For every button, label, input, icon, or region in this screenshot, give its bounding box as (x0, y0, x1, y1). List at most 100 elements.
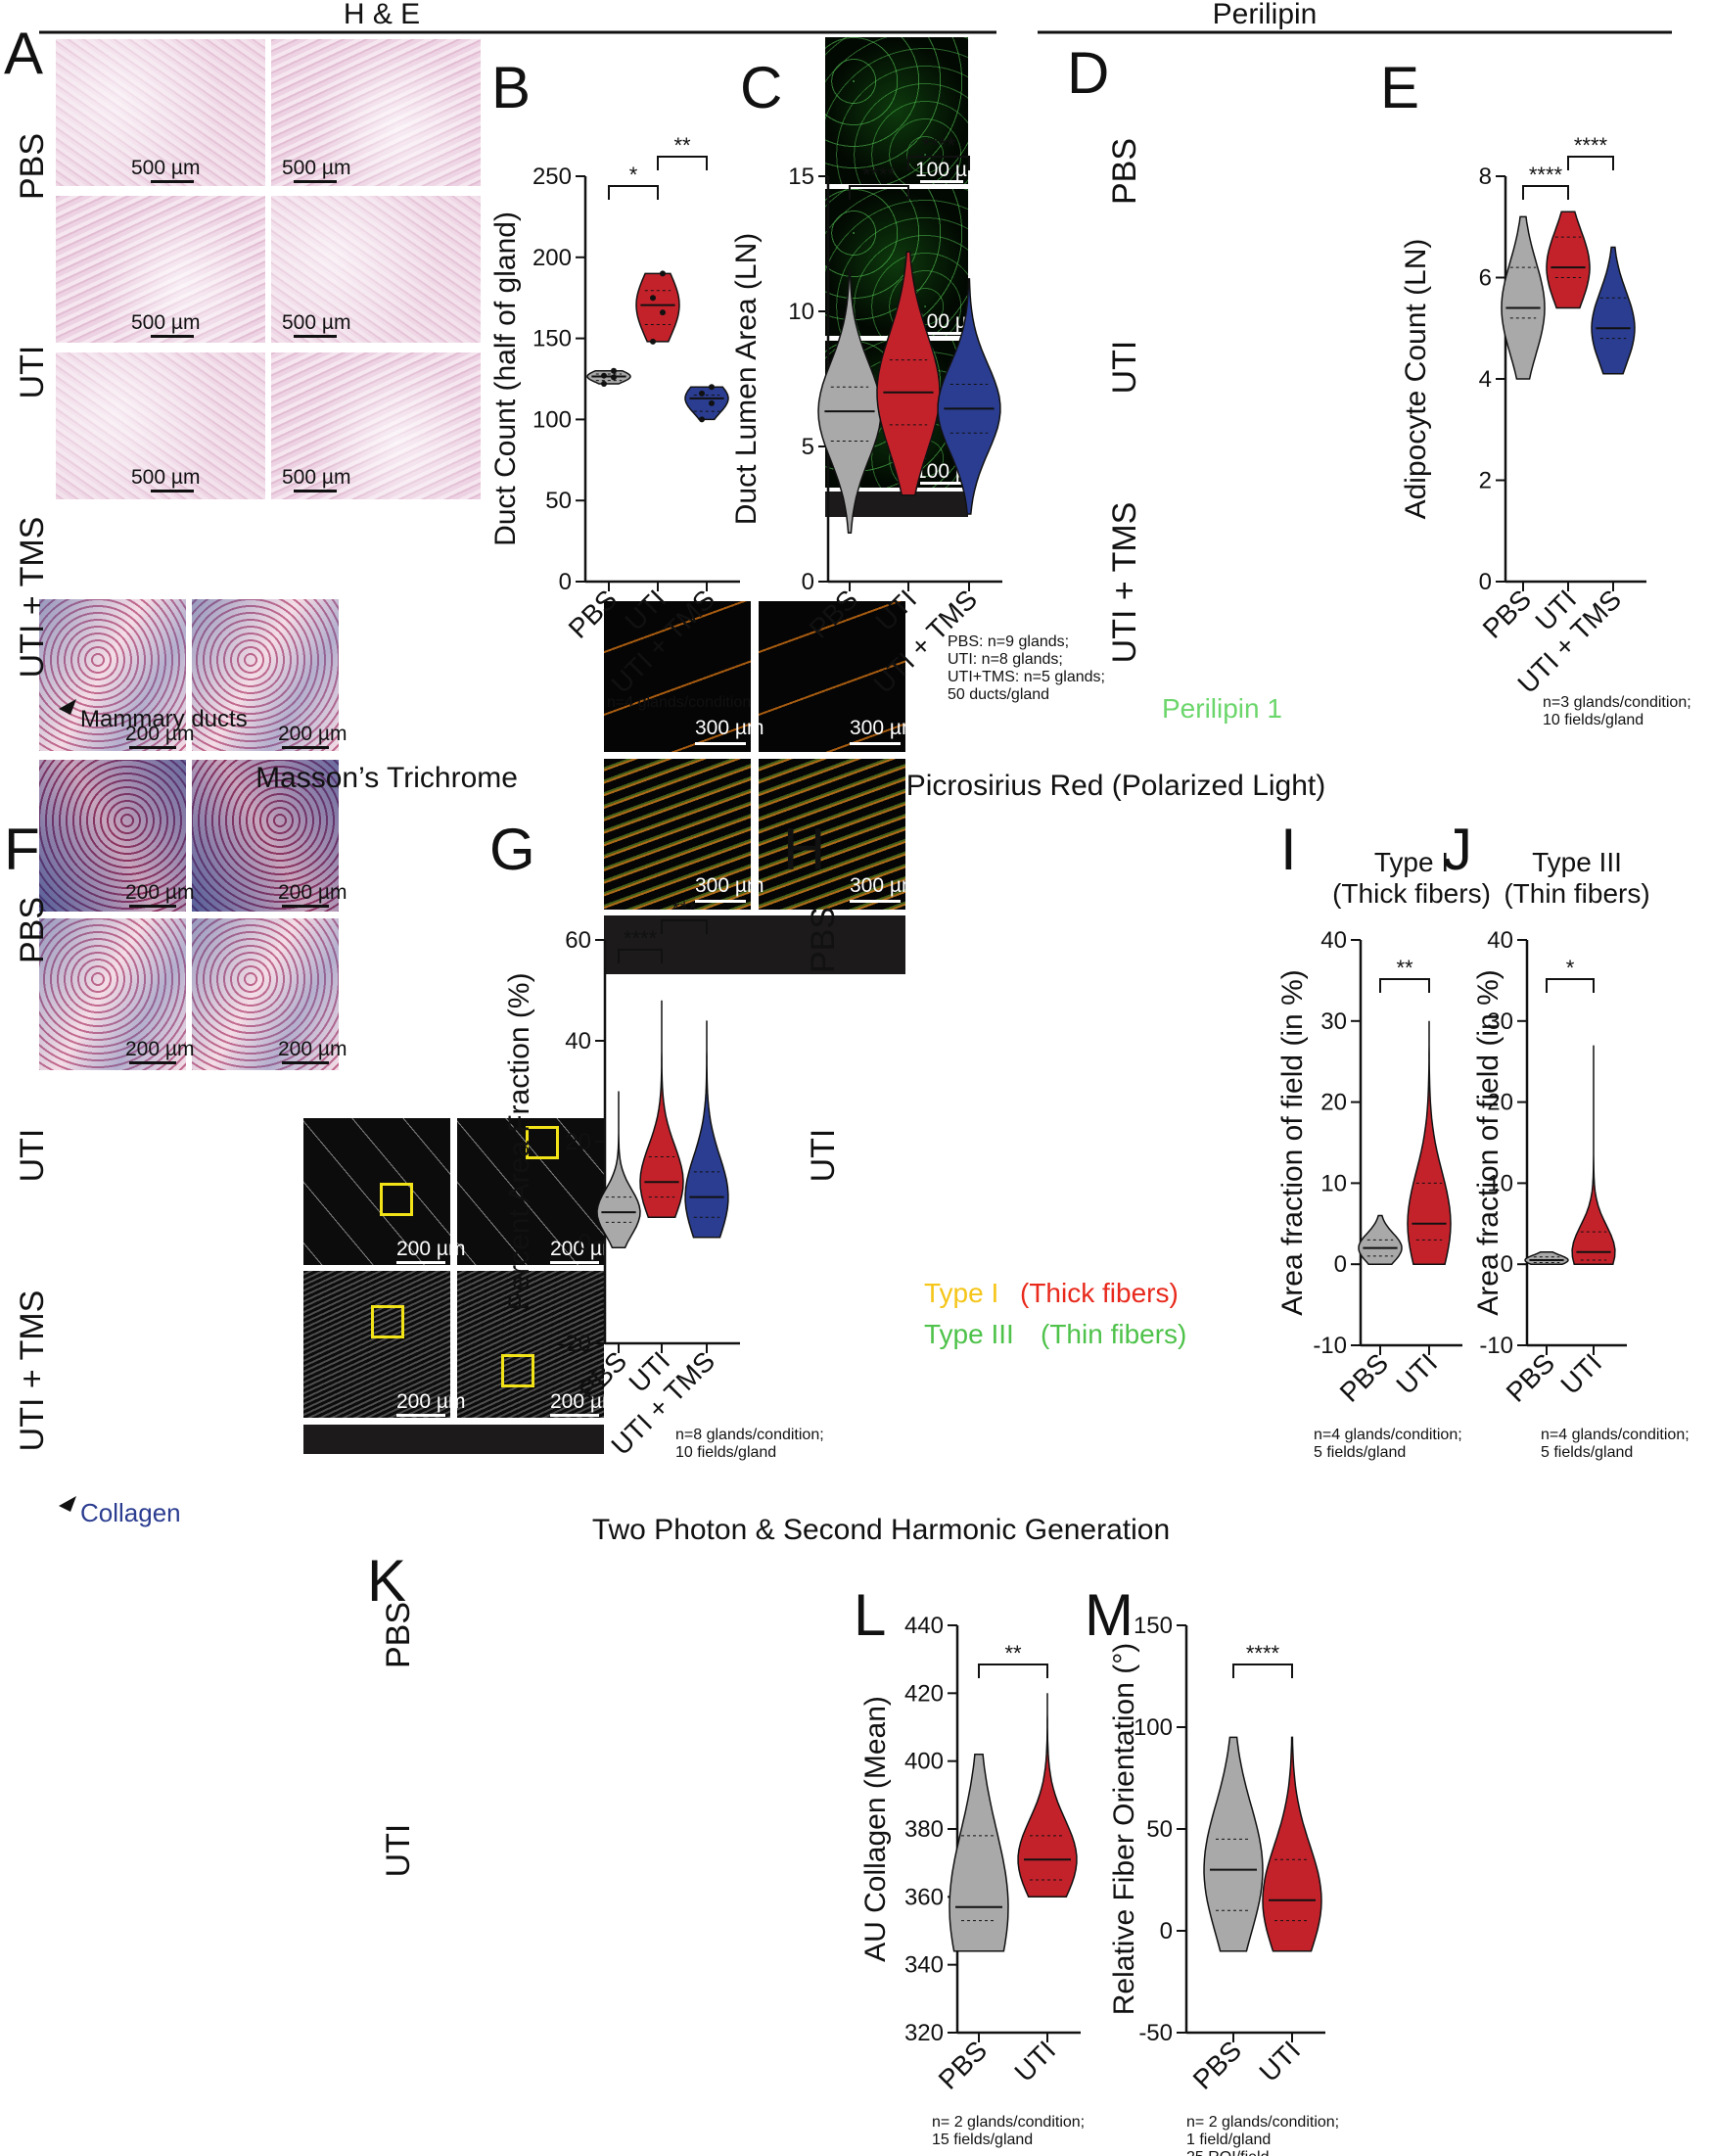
chart-title: (Thick fibers) (1332, 878, 1491, 909)
y-axis-label: Duct Count (half of gland) (489, 211, 522, 546)
chart-m: -50 0 50 100 150 Relative Fiber Orientation (… (1108, 1613, 1339, 2156)
panel-letter-e: E (1380, 55, 1419, 120)
violin-uti (1017, 1693, 1078, 1898)
he-tms-2 (271, 352, 481, 499)
row-label-uti: UTI (805, 1129, 842, 1183)
significance-label: **** (1574, 133, 1608, 158)
y-tick-label: 340 (904, 1952, 944, 1979)
section-title-masson: Masson’s Trichrome (255, 762, 518, 794)
y-axis-label: Duct Lumen Area (LN) (730, 233, 763, 525)
twophoton-legend-bar (303, 1425, 604, 1454)
scale-bar-label: 500 µm (282, 466, 351, 489)
scale-bar (850, 742, 901, 745)
sample-size-note: n= 2 glands/condition; (1186, 2114, 1339, 2131)
row-label-pbs: PBS (14, 897, 51, 963)
significance-bracket (1567, 156, 1614, 170)
row-label-uti-tms: UTI + TMS (1106, 502, 1143, 664)
x-tick-label: PBS (1187, 2035, 1248, 2095)
sample-size-note: n=8 glands/condition; (675, 1427, 824, 1443)
y-tick-label: 30 (1487, 1008, 1513, 1035)
data-point (699, 416, 705, 423)
y-tick-label: 0 (1501, 1251, 1513, 1278)
y-tick-label: 440 (904, 1613, 944, 1639)
scale-bar-label: 200 µm (278, 1038, 347, 1060)
roi-box (526, 1126, 559, 1159)
y-tick-label: 40 (565, 1028, 591, 1055)
y-tick-label: 400 (904, 1749, 944, 1775)
scale-bar (282, 746, 329, 749)
violin-uti-tms (1591, 246, 1636, 375)
masson-uti-1 (39, 760, 186, 912)
y-tick-label: 20 (565, 1129, 591, 1155)
data-point (650, 295, 656, 302)
y-axis-label: Area fraction of field (in %) (1472, 969, 1505, 1315)
scale-bar (695, 742, 746, 745)
section-title-perilipin: Perilipin (1213, 0, 1318, 30)
sample-size-note: 5 fields/gland (1541, 1444, 1633, 1461)
sample-size-note: n=4 glands/condition; (1541, 1427, 1690, 1443)
arrow-icon (59, 1496, 76, 1512)
panel-letter-l: L (854, 1582, 886, 1648)
violin-uti (635, 272, 680, 343)
scale-bar-label: 200 µm (125, 881, 195, 904)
chart-b: 0 50 100 150 200 250 Duct Count (half of gland… (489, 133, 751, 711)
scale-bar-label: 200 µm (550, 1390, 620, 1413)
violin-uti (1546, 211, 1591, 309)
legend-mammary-ducts: Mammary ducts (80, 706, 248, 732)
section-title-twophoton: Two Photon & Second Harmonic Generation (592, 1514, 1170, 1546)
arrow-icon (59, 699, 76, 715)
scale-bar (282, 905, 329, 908)
y-tick-label: 5 (802, 434, 814, 460)
data-point (650, 338, 656, 345)
section-title-picrosirius: Picrosirius Red (Polarized Light) (906, 770, 1326, 802)
row-label-pbs: PBS (1106, 138, 1143, 205)
masson-tms-2 (192, 918, 339, 1070)
y-tick-label: 380 (904, 1816, 944, 1843)
he-uti-1 (56, 196, 265, 343)
masson-uti-2 (192, 760, 339, 912)
y-tick-label: 150 (1134, 1613, 1173, 1639)
picrosirius-pbs-1 (604, 601, 751, 752)
y-tick-label: 6 (1479, 265, 1492, 292)
sample-size-note: 5 fields/gland (1314, 1444, 1406, 1461)
scale-bar-label: 200 µm (396, 1238, 466, 1260)
y-tick-label: 30 (1320, 1008, 1347, 1035)
x-tick-label: UTI (1253, 2035, 1306, 2087)
violin-uti (1407, 1020, 1452, 1265)
row-label-uti: UTI (14, 1129, 51, 1183)
y-tick-label: 10 (788, 299, 814, 325)
data-point (660, 309, 666, 316)
violin-uti (876, 251, 941, 496)
panel-letter-k: K (367, 1548, 406, 1614)
data-point (709, 399, 715, 406)
significance-label: ** (673, 133, 691, 158)
scale-bar (129, 1061, 176, 1064)
y-tick-label: -10 (1479, 1333, 1513, 1359)
y-axis-label: Percent Area Fraction (%) (503, 972, 535, 1310)
significance-bracket (907, 156, 970, 170)
violin-pbs (596, 1091, 641, 1248)
data-point (611, 367, 617, 374)
y-tick-label: 8 (1479, 164, 1492, 190)
sample-size-note: 1 field/gland (1186, 2132, 1271, 2148)
y-tick-label: 320 (904, 2020, 944, 2046)
scale-bar-label: 500 µm (282, 157, 351, 179)
violin-uti (1262, 1736, 1322, 1952)
scale-bar-label: 300 µm (695, 717, 764, 739)
scale-bar (151, 335, 194, 338)
row-label-uti-tms: UTI + TMS (14, 1290, 51, 1452)
y-tick-label: 0 (1334, 1251, 1347, 1278)
scale-bar (550, 1414, 599, 1417)
scale-bar-label: 200 µm (125, 723, 195, 745)
sample-size-note: n=4 glands/condition; (1314, 1427, 1462, 1443)
he-tms-1 (56, 352, 265, 499)
twophoton-pbs-1 (303, 1118, 450, 1265)
scale-bar (550, 1261, 599, 1264)
y-tick-label: 0 (1479, 569, 1492, 595)
x-tick-label: UTI (1390, 1347, 1443, 1400)
chart-i: -10 0 10 20 30 40 Area fraction of field (in %… (1276, 847, 1491, 1461)
